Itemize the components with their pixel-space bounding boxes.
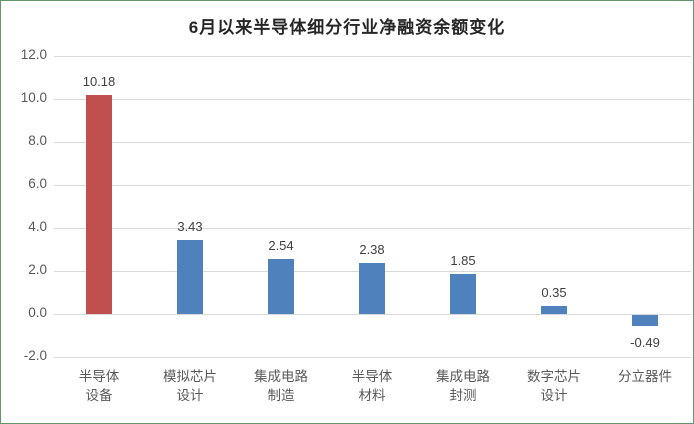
bar bbox=[86, 95, 112, 314]
x-axis-category-line: 材料 bbox=[358, 388, 386, 403]
x-axis-category-line: 分立器件 bbox=[618, 369, 672, 384]
chart-title: 6月以来半导体细分行业净融资余额变化 bbox=[188, 18, 506, 37]
y-axis-tick-label: 10.0 bbox=[20, 90, 47, 105]
x-axis-category-line: 集成电路 bbox=[254, 369, 308, 384]
x-axis-category-line: 半导体 bbox=[78, 369, 120, 384]
gridline bbox=[54, 99, 691, 100]
bar-value-label: 1.85 bbox=[450, 253, 476, 268]
bar-value-label: 2.38 bbox=[359, 242, 385, 257]
bar bbox=[177, 240, 203, 314]
x-axis-category-line: 设备 bbox=[85, 388, 113, 403]
x-axis-category-line: 封测 bbox=[449, 388, 477, 403]
gridline bbox=[54, 56, 691, 57]
bar-value-label: -0.49 bbox=[630, 335, 660, 350]
gridline bbox=[54, 228, 691, 229]
x-axis-category-line: 集成电路 bbox=[436, 369, 490, 384]
gridline bbox=[54, 185, 691, 186]
bar bbox=[450, 274, 476, 314]
y-axis-tick-label: 4.0 bbox=[28, 219, 47, 234]
x-axis-category-line: 设计 bbox=[176, 388, 204, 403]
x-axis-category-label: 集成电路 封测 bbox=[417, 367, 509, 405]
bar bbox=[541, 306, 567, 314]
x-axis-category-label: 半导体 设备 bbox=[53, 367, 145, 405]
bar-value-label: 10.18 bbox=[82, 74, 116, 89]
y-axis-tick-label: 2.0 bbox=[28, 262, 47, 277]
bar-value-label: 0.35 bbox=[541, 285, 567, 300]
x-axis-category-line: 模拟芯片 bbox=[163, 369, 217, 384]
x-axis-category-label: 模拟芯片 设计 bbox=[144, 367, 236, 405]
y-axis-tick-label: -2.0 bbox=[23, 348, 47, 363]
y-axis-tick-label: 0.0 bbox=[28, 305, 47, 320]
gridline bbox=[54, 142, 691, 143]
y-axis-tick-label: 12.0 bbox=[20, 47, 47, 62]
bar-value-label: 3.43 bbox=[177, 219, 203, 234]
x-axis-category-label: 集成电路 制造 bbox=[235, 367, 327, 405]
x-axis-category-label: 数字芯片 设计 bbox=[508, 367, 600, 405]
gridline bbox=[54, 314, 691, 315]
x-axis-category-line: 制造 bbox=[267, 388, 295, 403]
y-axis-tick-label: 6.0 bbox=[28, 176, 47, 191]
bar bbox=[268, 259, 294, 314]
bar bbox=[632, 315, 658, 326]
x-axis-category-label: 分立器件 bbox=[599, 367, 691, 386]
x-axis-category-line: 半导体 bbox=[351, 369, 393, 384]
gridline bbox=[54, 357, 691, 358]
bar-value-label: 2.54 bbox=[268, 238, 294, 253]
x-axis-category-line: 设计 bbox=[540, 388, 568, 403]
x-axis-category-line: 数字芯片 bbox=[527, 369, 581, 384]
bar bbox=[359, 263, 385, 314]
x-axis-category-label: 半导体 材料 bbox=[326, 367, 418, 405]
y-axis-tick-label: 8.0 bbox=[28, 133, 47, 148]
